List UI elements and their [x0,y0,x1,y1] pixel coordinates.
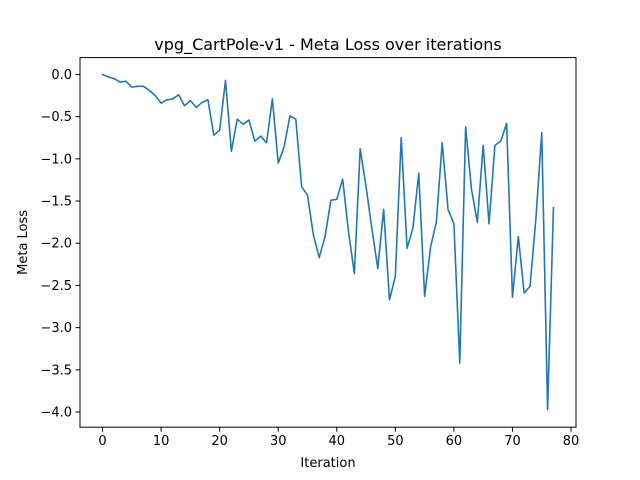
y-axis-ticks: 0.0 −0.5 −1.0 −1.5 −2.0 −2.5 −3.0 −3.5 −4.0 [40,68,80,421]
y-tick-label: −3.5 [40,363,72,378]
y-axis-label: Meta Loss [16,210,31,275]
y-tick-label: −3.0 [40,321,72,336]
x-tick-label: 10 [153,434,170,449]
y-tick-label: −1.5 [40,195,72,210]
x-tick-label: 70 [504,434,521,449]
x-tick-label: 60 [446,434,463,449]
axes-frame [79,57,577,428]
x-tick-label: 0 [98,434,106,449]
y-tick-label: −1.0 [40,152,72,167]
plot-area [79,57,577,428]
y-tick-label: 0.0 [51,68,72,83]
x-axis-label: Iteration [300,456,355,471]
chart-title: vpg_CartPole-v1 - Meta Loss over iterati… [154,35,501,55]
y-tick-label: −2.0 [40,237,72,252]
x-axis-ticks: 0 10 20 30 40 50 60 70 80 [98,427,579,449]
y-tick-label: −0.5 [40,110,72,125]
series-line [101,73,555,411]
x-tick-label: 40 [329,434,346,449]
y-tick-label: −2.5 [40,279,72,294]
x-tick-label: 50 [387,434,404,449]
x-tick-label: 20 [211,434,228,449]
x-tick-label: 80 [563,434,580,449]
series-layer [101,73,555,411]
y-tick-label: −4.0 [40,406,72,421]
x-tick-label: 30 [270,434,287,449]
